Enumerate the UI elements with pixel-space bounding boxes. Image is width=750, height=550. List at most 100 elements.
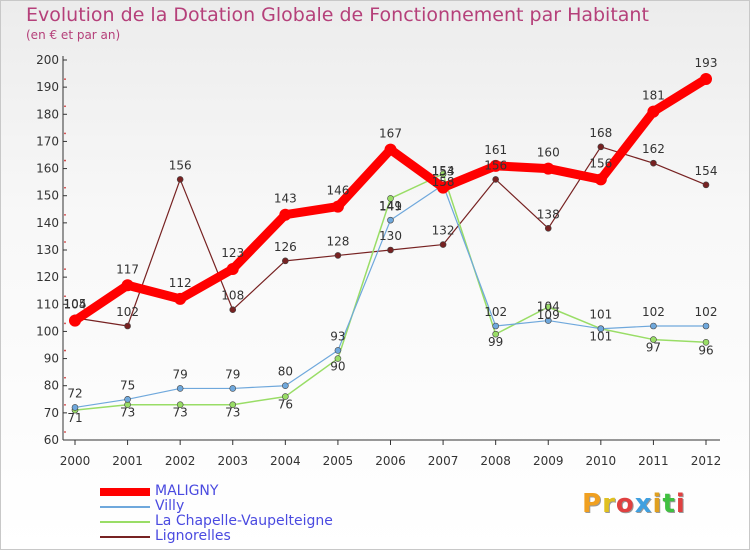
y-tick-label: 90 [44, 352, 59, 366]
data-point [69, 314, 81, 327]
x-tick-label: 2003 [217, 454, 248, 468]
legend-swatch [100, 505, 150, 508]
data-label: 90 [330, 360, 345, 374]
data-point [176, 385, 184, 392]
data-label: 156 [169, 158, 192, 172]
data-label: 154 [432, 164, 455, 178]
x-tick-label: 2005 [323, 454, 354, 468]
data-label: 75 [120, 378, 135, 392]
data-label: 72 [67, 386, 82, 400]
data-point [229, 401, 237, 409]
data-point [544, 303, 552, 311]
legend-swatch [100, 520, 150, 523]
x-tick-label: 2008 [480, 454, 511, 468]
data-point [121, 279, 134, 292]
data-label: 128 [326, 234, 349, 248]
data-label: 143 [274, 192, 297, 206]
data-point [334, 347, 342, 354]
data-point [437, 181, 450, 194]
data-label: 102 [116, 305, 139, 319]
data-point [176, 176, 184, 183]
y-tick-label: 200 [36, 53, 59, 67]
y-minor-tick [64, 132, 66, 135]
y-minor-tick [64, 322, 66, 325]
data-label: 193 [695, 56, 718, 70]
data-point [702, 181, 710, 189]
data-point [229, 306, 237, 314]
data-label: 96 [698, 343, 713, 357]
data-point [650, 322, 657, 330]
data-point [334, 355, 342, 362]
data-label: 108 [221, 289, 244, 303]
y-tick-label: 70 [44, 406, 59, 420]
data-label: 149 [379, 199, 402, 213]
data-label: 73 [120, 406, 135, 420]
chart-subtitle: (en € et par an) [26, 28, 121, 42]
proxiti-logo: Proxiti [582, 489, 686, 519]
data-label: 97 [646, 341, 661, 355]
y-minor-tick [64, 431, 66, 433]
data-point [387, 195, 394, 202]
data-label: 154 [695, 164, 718, 178]
data-point [647, 105, 660, 118]
data-label: 123 [221, 246, 244, 260]
data-point [492, 330, 499, 338]
legend-label: Villy [155, 498, 185, 514]
data-point [597, 325, 605, 333]
y-minor-tick [64, 295, 66, 298]
data-label: 104 [64, 298, 87, 312]
data-point [176, 401, 184, 409]
data-point [71, 404, 79, 411]
x-tick-label: 2002 [165, 454, 196, 468]
data-label: 153 [432, 165, 455, 179]
data-point [702, 322, 710, 330]
data-point [702, 338, 710, 346]
y-tick-label: 150 [36, 189, 59, 203]
data-label: 80 [278, 365, 293, 379]
y-minor-tick [64, 349, 66, 352]
y-minor-tick [64, 403, 66, 406]
data-label: 105 [64, 297, 87, 311]
y-tick-label: 80 [44, 379, 59, 393]
chart-title: Evolution de la Dotation Globale de Fonc… [26, 4, 649, 26]
data-point [492, 176, 499, 183]
data-label: 132 [432, 224, 455, 238]
data-label: 162 [642, 142, 665, 156]
legend-label: Lignorelles [155, 528, 231, 544]
data-point [334, 252, 342, 259]
data-label: 138 [537, 207, 560, 221]
data-label: 73 [173, 406, 188, 420]
data-point [650, 159, 657, 167]
y-minor-tick [64, 159, 66, 162]
legend-label: La Chapelle-Vaupelteigne [155, 513, 333, 529]
y-tick-label: 160 [36, 162, 59, 176]
y-minor-tick [64, 241, 66, 243]
data-label: 146 [326, 184, 349, 198]
data-label: 158 [432, 175, 455, 189]
data-point [650, 336, 657, 343]
data-label: 156 [589, 156, 612, 170]
x-tick-label: 2010 [586, 454, 617, 468]
y-tick-label: 140 [36, 216, 59, 230]
y-minor-tick [64, 213, 66, 216]
data-point [492, 322, 499, 330]
data-label: 104 [537, 300, 560, 314]
data-point [542, 162, 555, 175]
y-tick-label: 120 [36, 270, 59, 284]
data-label: 101 [589, 330, 612, 344]
data-point [331, 200, 344, 213]
data-point [282, 393, 289, 400]
data-point [594, 173, 607, 186]
data-label: 99 [488, 335, 503, 349]
legend-swatch [100, 487, 150, 496]
data-label: 156 [484, 158, 507, 172]
data-label: 161 [484, 143, 507, 157]
data-label: 102 [695, 305, 718, 319]
x-tick-label: 2006 [375, 454, 406, 468]
y-tick-label: 170 [36, 134, 59, 148]
data-point [439, 241, 447, 248]
data-point [439, 170, 447, 178]
y-minor-tick [64, 376, 66, 379]
